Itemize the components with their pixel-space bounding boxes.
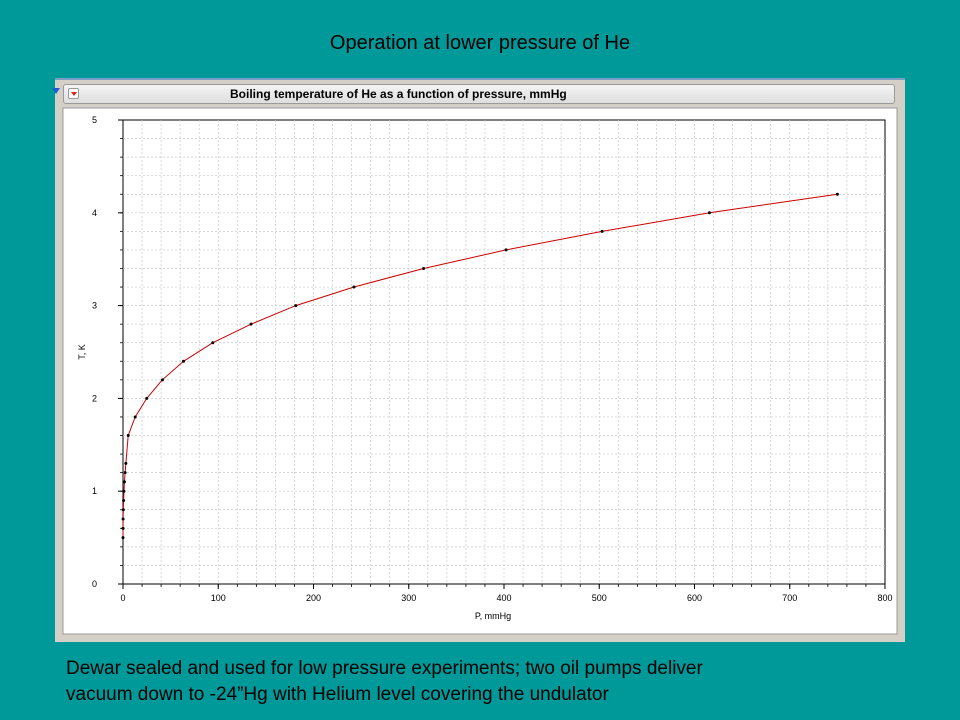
window-marker-icon xyxy=(52,88,60,94)
x-tick-label: 800 xyxy=(877,593,892,603)
y-tick-label: 0 xyxy=(92,579,97,589)
data-point xyxy=(707,211,711,215)
data-point xyxy=(133,415,137,419)
data-point xyxy=(122,498,126,502)
x-tick-label: 700 xyxy=(782,593,797,603)
x-tick-label: 300 xyxy=(401,593,416,603)
y-tick-label: 1 xyxy=(92,486,97,496)
chart-title: Boiling temperature of He as a function … xyxy=(230,87,567,101)
y-tick-label: 3 xyxy=(92,301,97,311)
point-layer xyxy=(121,192,839,540)
chart-window: 0 100 200 300 400 500 600 700 800 0 1 2 3 4 5 P, mmHg … xyxy=(52,78,905,642)
x-tick-label: 400 xyxy=(496,593,511,603)
data-point xyxy=(123,471,127,475)
data-point xyxy=(121,517,125,521)
data-point xyxy=(124,461,128,465)
x-tick-label: 200 xyxy=(306,593,321,603)
slide-title: Operation at lower pressure of He xyxy=(329,32,631,54)
data-point xyxy=(122,489,126,493)
chart-titlebar: Boiling temperature of He as a function … xyxy=(63,84,895,104)
data-point xyxy=(181,359,185,363)
y-tick-label: 5 xyxy=(92,115,97,125)
data-point xyxy=(126,434,130,438)
grid-layer xyxy=(123,120,885,584)
caption-line-1: Dewar sealed and used for low pressure e… xyxy=(66,658,703,679)
x-tick-label: 0 xyxy=(120,593,125,603)
x-axis-label: P, mmHg xyxy=(475,611,511,621)
y-tick-label: 4 xyxy=(92,208,97,218)
data-point xyxy=(352,285,356,289)
data-point xyxy=(121,508,125,512)
y-axis-label: T, K xyxy=(77,344,87,360)
data-point xyxy=(211,341,215,345)
data-point xyxy=(121,526,125,530)
data-point xyxy=(160,378,164,382)
data-point xyxy=(422,266,426,270)
x-tick-label: 600 xyxy=(687,593,702,603)
data-point xyxy=(504,248,508,252)
y-tick-label: 2 xyxy=(92,393,97,403)
x-tick-label: 100 xyxy=(211,593,226,603)
x-tick-label: 500 xyxy=(592,593,607,603)
slide-caption: Dewar sealed and used for low pressure e… xyxy=(66,656,946,708)
caption-line-2: vacuum down to -24”Hg with Helium level … xyxy=(66,684,609,705)
dropdown-arrow-icon[interactable] xyxy=(68,88,79,99)
tick-layer: 0 100 200 300 400 500 600 700 800 0 1 2 3 4 5 xyxy=(92,115,893,603)
data-point xyxy=(122,480,126,484)
data-point xyxy=(121,536,125,540)
data-point xyxy=(600,229,604,233)
data-point xyxy=(835,192,839,196)
data-point xyxy=(145,396,149,400)
data-point xyxy=(294,304,298,308)
data-point xyxy=(249,322,253,326)
